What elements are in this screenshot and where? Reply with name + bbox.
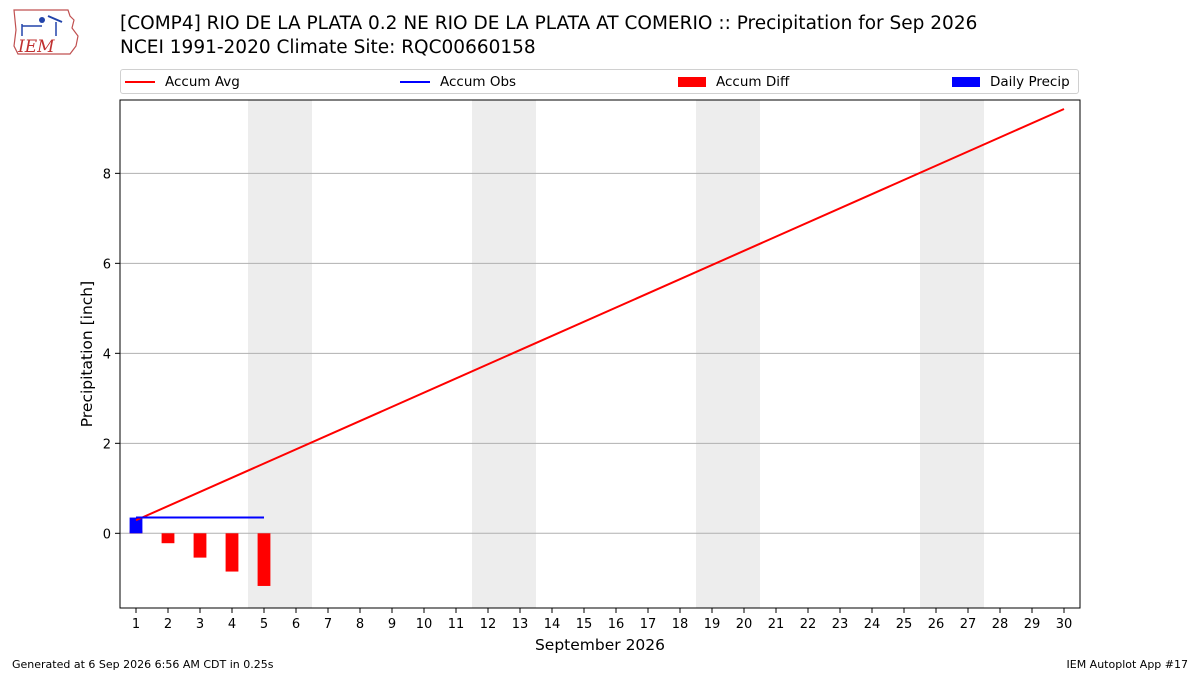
autoplot-app-id: IEM Autoplot App #17 [1066, 658, 1189, 671]
legend-item-daily-precip: Daily Precip [952, 73, 1070, 91]
svg-text:IEM: IEM [17, 37, 55, 57]
daily-precip-bar-1 [129, 517, 143, 534]
legend-item-accum-avg: Accum Avg [125, 73, 240, 91]
x-tick-label-28: 28 [992, 617, 1009, 632]
x-tick-label-23: 23 [832, 617, 849, 632]
legend-item-accum-diff: Accum Diff [678, 73, 789, 91]
x-tick-label-9: 9 [388, 617, 396, 632]
x-tick-label-25: 25 [896, 617, 913, 632]
x-tick-label-8: 8 [356, 617, 364, 632]
legend-swatch-daily-precip [952, 77, 980, 87]
legend-swatch-accum-avg [125, 81, 155, 83]
accum-avg-line [135, 108, 1065, 522]
y-axis-label: Precipitation [inch] [78, 281, 96, 427]
legend-label-accum-avg: Accum Avg [165, 74, 240, 90]
accum-diff-bar-1 [129, 530, 143, 534]
legend-label-accum-diff: Accum Diff [716, 74, 790, 90]
weekend-band-3 [696, 100, 760, 608]
chart-title: [COMP4] RIO DE LA PLATA 0.2 NE RIO DE LA… [120, 13, 978, 34]
accum-diff-bar-5 [257, 533, 271, 586]
accum-diff-bar-4 [225, 533, 239, 572]
x-tick-label-10: 10 [416, 617, 433, 632]
x-tick-label-6: 6 [292, 617, 300, 632]
x-tick-label-21: 21 [768, 617, 785, 632]
x-tick-label-24: 24 [864, 617, 881, 632]
x-tick-label-20: 20 [736, 617, 753, 632]
weekend-band-4 [920, 100, 984, 608]
x-tick-label-17: 17 [640, 617, 657, 632]
weekend-band-1 [248, 100, 312, 608]
x-tick-label-5: 5 [260, 617, 268, 632]
plot-frame [119, 99, 1081, 609]
legend-label-daily-precip: Daily Precip [990, 74, 1070, 90]
x-tick-label-15: 15 [576, 617, 593, 632]
x-tick-label-27: 27 [960, 617, 977, 632]
iem-logo: IEM [13, 9, 79, 57]
legend-swatch-accum-diff [678, 77, 706, 87]
y-tick-label-2: 2 [103, 437, 111, 452]
chart-subtitle: NCEI 1991-2020 Climate Site: RQC00660158 [120, 37, 536, 58]
accum-diff-bar-2 [161, 533, 175, 544]
x-tick-label-30: 30 [1056, 617, 1073, 632]
legend-swatch-accum-obs [400, 81, 430, 83]
x-tick-label-16: 16 [608, 617, 625, 632]
x-axis-label: September 2026 [535, 636, 665, 654]
weekend-band-2 [472, 100, 536, 608]
legend-label-accum-obs: Accum Obs [440, 74, 517, 90]
accum-diff-bar-3 [193, 533, 207, 558]
chart-legend: Accum Avg Accum Obs Accum Diff Daily Pre… [120, 69, 1079, 94]
x-tick-label-19: 19 [704, 617, 721, 632]
x-tick-label-18: 18 [672, 617, 689, 632]
x-tick-label-13: 13 [512, 617, 529, 632]
x-tick-label-1: 1 [132, 617, 140, 632]
y-tick-label-4: 4 [103, 347, 111, 362]
x-tick-label-2: 2 [164, 617, 172, 632]
x-tick-label-11: 11 [448, 617, 465, 632]
legend-item-accum-obs: Accum Obs [400, 73, 516, 91]
x-tick-label-22: 22 [800, 617, 817, 632]
x-tick-label-26: 26 [928, 617, 945, 632]
x-tick-label-7: 7 [324, 617, 332, 632]
x-tick-label-4: 4 [228, 617, 236, 632]
generated-timestamp: Generated at 6 Sep 2026 6:56 AM CDT in 0… [12, 658, 274, 671]
x-tick-label-14: 14 [544, 617, 561, 632]
y-tick-label-8: 8 [103, 167, 111, 182]
x-tick-label-3: 3 [196, 617, 204, 632]
y-tick-label-6: 6 [103, 257, 111, 272]
x-tick-label-29: 29 [1024, 617, 1041, 632]
y-tick-label-0: 0 [103, 527, 111, 542]
x-tick-label-12: 12 [480, 617, 497, 632]
